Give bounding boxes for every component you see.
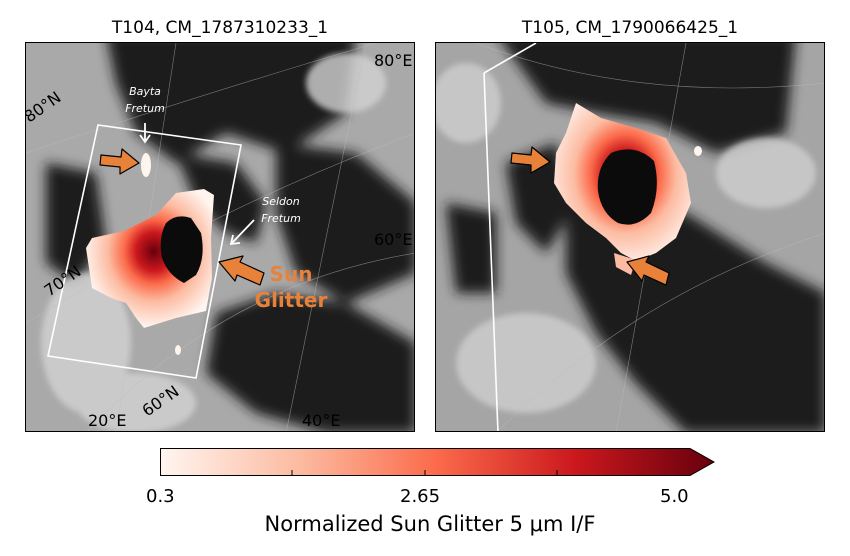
panel-title-t104: T104, CM_1787310233_1 [111,18,329,38]
panel-t104: 80°E 80°N 60°E 70°N 60°N 20°E 40°E Bayta… [25,42,415,432]
t105-map-image [436,43,824,431]
lon-label-20e: 20°E [88,411,127,430]
sun-glitter-label: Sun Glitter [246,261,336,313]
panel-title-t105: T105, CM_1790066425_1 [521,18,739,38]
sun-label-line2: Glitter [254,288,328,312]
bayta-label-line1: Bayta [129,85,161,98]
lon-label-40e: 40°E [302,411,341,430]
sun-label-line1: Sun [269,262,313,286]
bayta-fretum-label: Bayta Fretum [112,83,178,117]
panel-t105 [435,42,825,432]
colorbar-tick-min: 0.3 [146,486,175,507]
lon-label-80e: 80°E [374,51,413,70]
seldon-label-line2: Fretum [261,212,301,225]
colorbar-graphic [160,448,716,476]
seldon-label-line1: Seldon [262,195,300,208]
bayta-label-line2: Fretum [125,102,165,115]
colorbar-tick-max: 5.0 [660,486,689,507]
t104-map-image [26,43,414,431]
colorbar [160,448,716,476]
colorbar-tick-mid: 2.65 [400,486,441,507]
lon-label-60e: 60°E [374,230,413,249]
colorbar-label: Normalized Sun Glitter 5 μm I/F [264,512,596,536]
seldon-fretum-label: Seldon Fretum [248,193,314,227]
